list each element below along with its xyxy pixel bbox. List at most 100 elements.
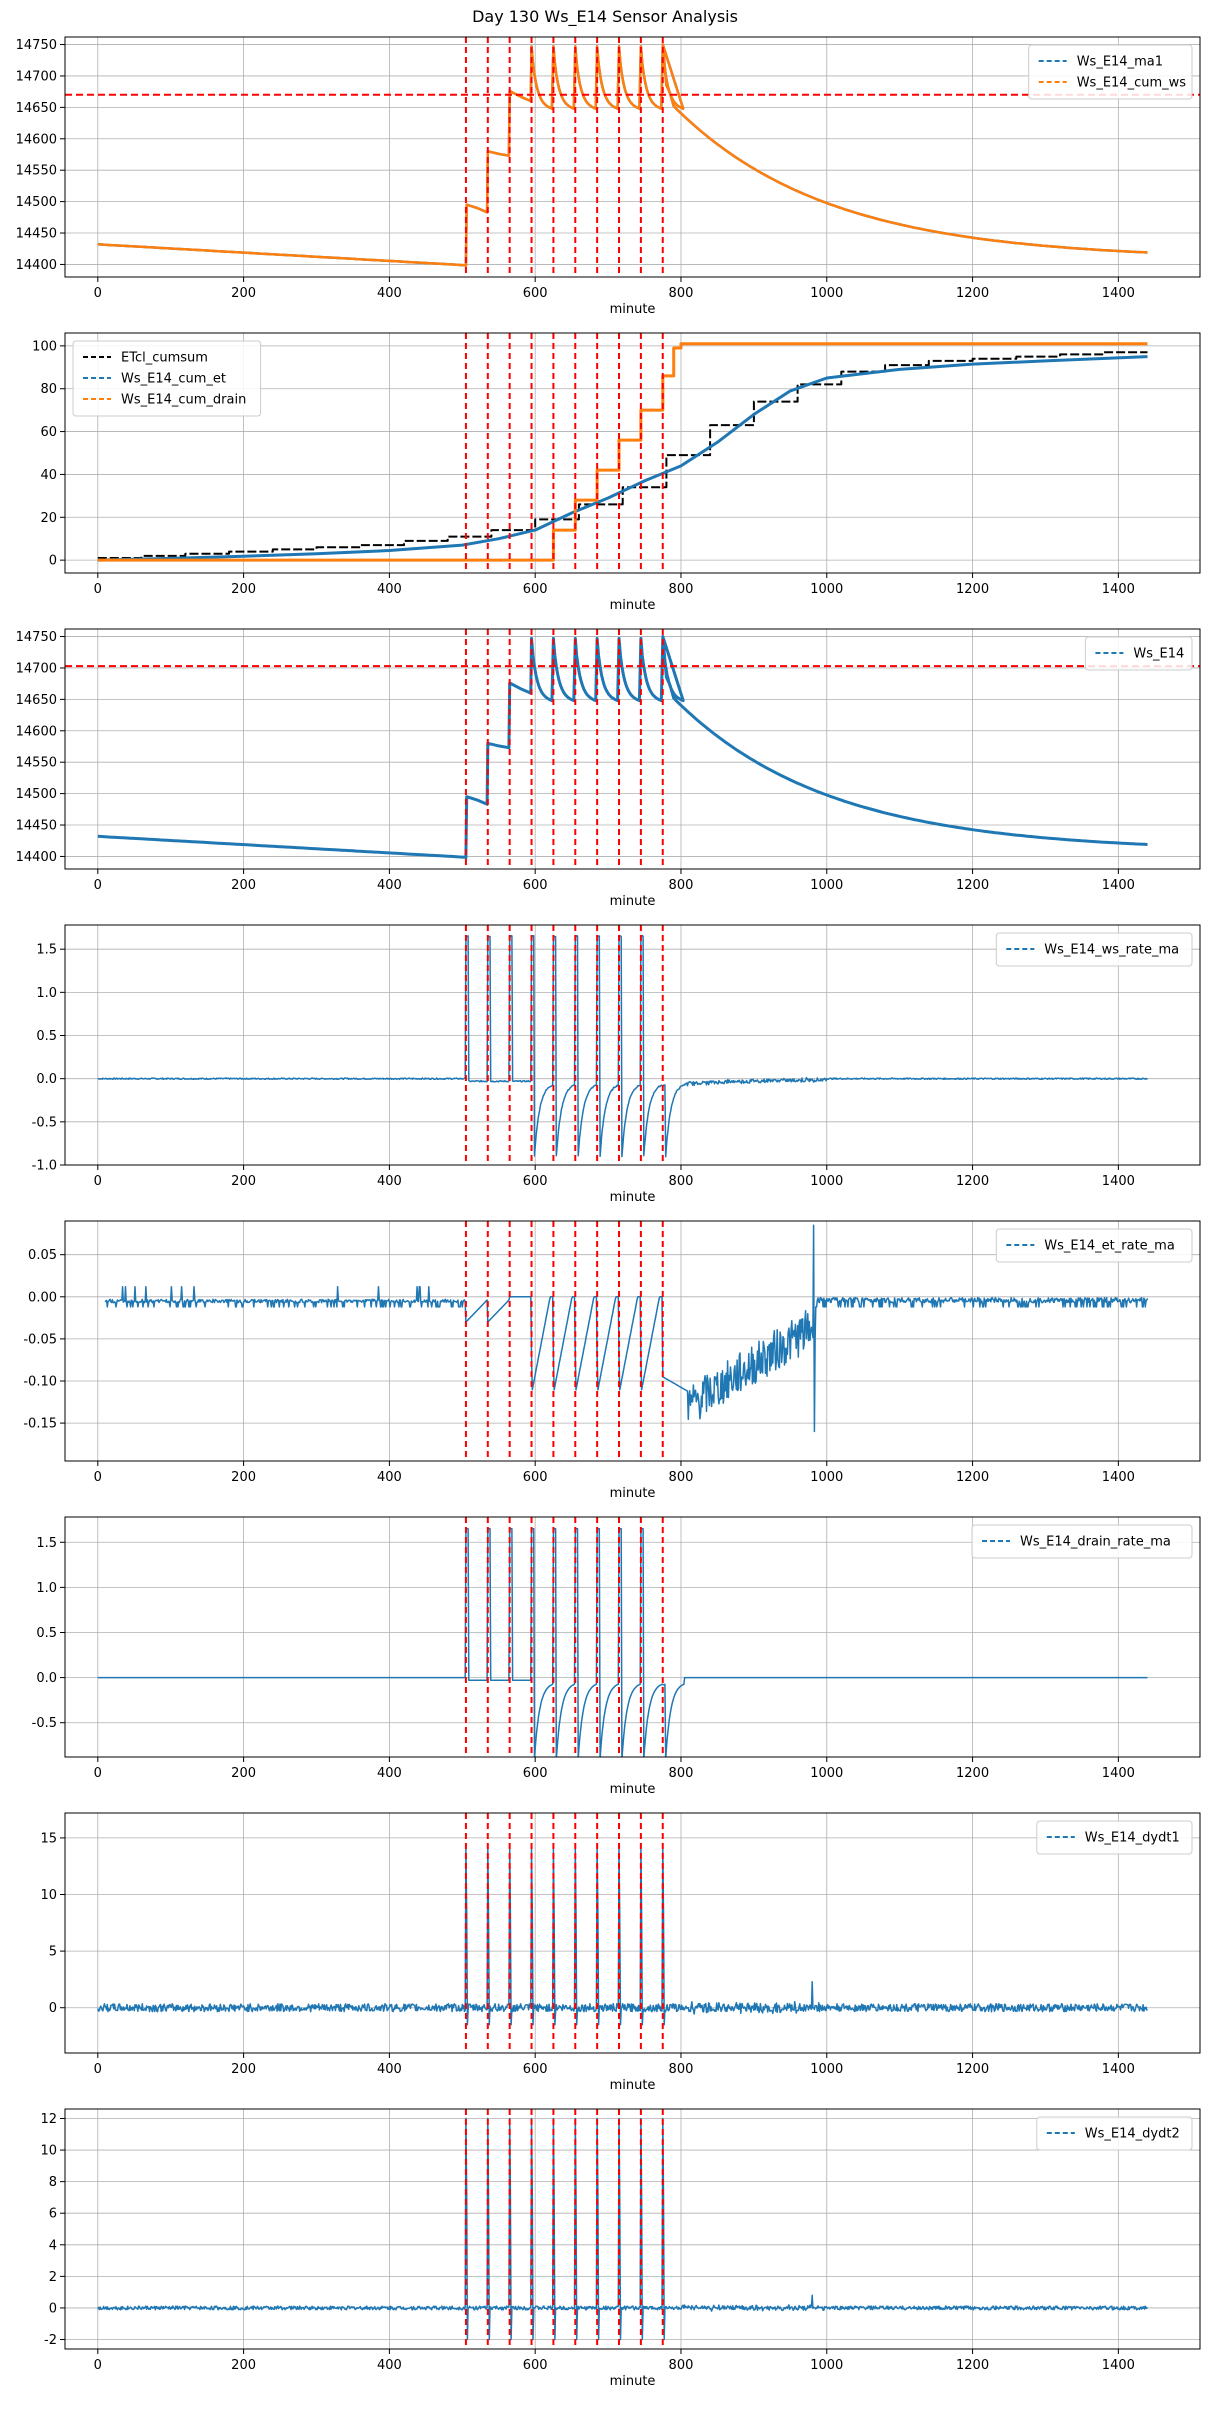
y-tick-label: 1.5 xyxy=(36,943,57,958)
axes-frame xyxy=(64,332,1201,574)
x-tick-label: 800 xyxy=(669,286,694,301)
axes-frame xyxy=(64,36,1201,278)
y-tick-label: 14500 xyxy=(16,787,57,802)
series-line-Ws_E14_dydt2 xyxy=(97,2117,1149,2341)
y-tick-label: 0.5 xyxy=(36,1029,57,1044)
legend: ETcl_cumsum Ws_E14_cum_et Ws_E14_cum_drain xyxy=(72,340,262,417)
y-tick-label: 0.0 xyxy=(36,1671,57,1686)
legend: Ws_E14_ma1 Ws_E14_cum_ws xyxy=(1028,44,1193,100)
x-tick-label: 600 xyxy=(523,1174,548,1189)
x-tick-label: 600 xyxy=(523,1470,548,1485)
x-tick-label: 1400 xyxy=(1102,1174,1135,1189)
y-tick-label: 12 xyxy=(40,2112,57,2127)
legend-box xyxy=(971,1524,1193,1559)
x-tick-label: 0 xyxy=(94,1766,102,1781)
chart-panel-3: 0 200 400 600 800 1000 1200 1400 14400 14450 14500… xyxy=(16,628,1201,909)
axes-frame xyxy=(64,924,1201,1166)
legend-label: ETcl_cumsum xyxy=(121,351,208,366)
y-tick-label: 14500 xyxy=(16,195,57,210)
figure-title: Day 130 Ws_E14 Sensor Analysis xyxy=(472,7,738,27)
series-line-Ws_E14_ws_rate_ma xyxy=(97,934,1148,1158)
x-tick-label: 800 xyxy=(669,2062,694,2077)
legend-label: Ws_E14_cum_ws xyxy=(1077,76,1187,91)
legend-box xyxy=(995,932,1193,967)
x-tick-label: 1000 xyxy=(810,286,843,301)
legend: Ws_E14 xyxy=(1084,636,1193,671)
x-tick-label: 800 xyxy=(669,2358,694,2373)
y-tick-label: 100 xyxy=(32,339,57,354)
x-tick-label: 200 xyxy=(231,1174,256,1189)
x-tick-label: 1400 xyxy=(1102,2358,1135,2373)
x-tick-label: 400 xyxy=(377,1470,402,1485)
x-axis-label: minute xyxy=(610,2374,656,2389)
y-tick-label: 0 xyxy=(49,2301,57,2316)
y-tick-label: 10 xyxy=(40,2144,57,2159)
x-tick-label: 0 xyxy=(94,1470,102,1485)
y-tick-label: 0.05 xyxy=(28,1248,57,1263)
legend-box xyxy=(1036,1820,1193,1855)
x-tick-label: 1400 xyxy=(1102,1470,1135,1485)
x-tick-label: 800 xyxy=(669,1766,694,1781)
legend-label: Ws_E14 xyxy=(1133,647,1184,662)
legend-label: Ws_E14_drain_rate_ma xyxy=(1020,1535,1171,1550)
legend-label: Ws_E14_et_rate_ma xyxy=(1044,1239,1175,1254)
legend-box xyxy=(72,340,262,417)
y-tick-label: 0.0 xyxy=(36,1072,57,1087)
y-tick-label: 14600 xyxy=(16,724,57,739)
x-tick-label: 1200 xyxy=(956,2062,989,2077)
x-tick-label: 0 xyxy=(94,582,102,597)
grid xyxy=(65,1517,1200,1757)
legend-box xyxy=(1028,44,1193,100)
plot-area xyxy=(97,1813,1148,2053)
legend-box xyxy=(1036,2116,1193,2151)
y-tick-label: -0.5 xyxy=(32,1115,57,1130)
legend-label: Ws_E14_dydt1 xyxy=(1085,1831,1180,1846)
x-tick-label: 1400 xyxy=(1102,582,1135,597)
y-tick-label: 40 xyxy=(40,468,57,483)
legend: Ws_E14_ws_rate_ma xyxy=(995,932,1193,967)
x-tick-label: 600 xyxy=(523,2358,548,2373)
y-tick-label: 20 xyxy=(40,511,57,526)
x-tick-label: 1000 xyxy=(810,582,843,597)
y-tick-label: -0.15 xyxy=(23,1417,57,1432)
y-tick-label: 4 xyxy=(49,2238,57,2253)
axes-frame xyxy=(64,1812,1201,2054)
x-tick-label: 800 xyxy=(669,1470,694,1485)
x-tick-label: 600 xyxy=(523,878,548,893)
series-line-Ws_E14_dydt1 xyxy=(97,1848,1148,2026)
plot-area xyxy=(97,925,1148,1165)
legend: Ws_E14_dydt2 xyxy=(1036,2116,1193,2151)
x-tick-label: 1400 xyxy=(1102,878,1135,893)
y-tick-label: 14650 xyxy=(16,693,57,708)
grid xyxy=(65,1221,1200,1461)
x-tick-label: 400 xyxy=(377,2062,402,2077)
chart-panel-7: 0 200 400 600 800 1000 1200 1400 0 5 10 15 minute Ws_… xyxy=(40,1812,1201,2093)
y-tick-label: -1.0 xyxy=(32,1159,57,1174)
x-tick-label: 200 xyxy=(231,878,256,893)
legend-label: Ws_E14_cum_drain xyxy=(121,393,246,408)
chart-panel-4: 0 200 400 600 800 1000 1200 1400 -1.0 -0.5 0.0 0.5 1… xyxy=(32,924,1201,1205)
series-line-Ws_E14_cum_et xyxy=(97,355,1148,562)
plot-area xyxy=(65,37,1200,277)
x-tick-label: 400 xyxy=(377,582,402,597)
legend-label: Ws_E14_dydt2 xyxy=(1085,2127,1180,2142)
grid xyxy=(65,629,1200,869)
x-tick-label: 200 xyxy=(231,1766,256,1781)
legend-label: Ws_E14_ws_rate_ma xyxy=(1044,943,1179,958)
series-line-Ws_E14 xyxy=(97,635,1148,860)
y-tick-label: 14700 xyxy=(16,661,57,676)
y-tick-label: 1.0 xyxy=(36,1581,57,1596)
series-line-Ws_E14_cum_drain xyxy=(97,342,1148,562)
x-tick-label: 1200 xyxy=(956,286,989,301)
x-tick-label: 800 xyxy=(669,582,694,597)
legend-label: Ws_E14_ma1 xyxy=(1077,55,1163,70)
y-tick-label: 0 xyxy=(49,2001,57,2016)
y-tick-label: -0.5 xyxy=(32,1716,57,1731)
y-tick-label: -0.05 xyxy=(23,1332,57,1347)
x-tick-label: 400 xyxy=(377,286,402,301)
x-tick-label: 1000 xyxy=(810,1470,843,1485)
axes-frame xyxy=(64,2108,1201,2350)
y-tick-label: 60 xyxy=(40,425,57,440)
y-tick-label: 15 xyxy=(40,1831,57,1846)
